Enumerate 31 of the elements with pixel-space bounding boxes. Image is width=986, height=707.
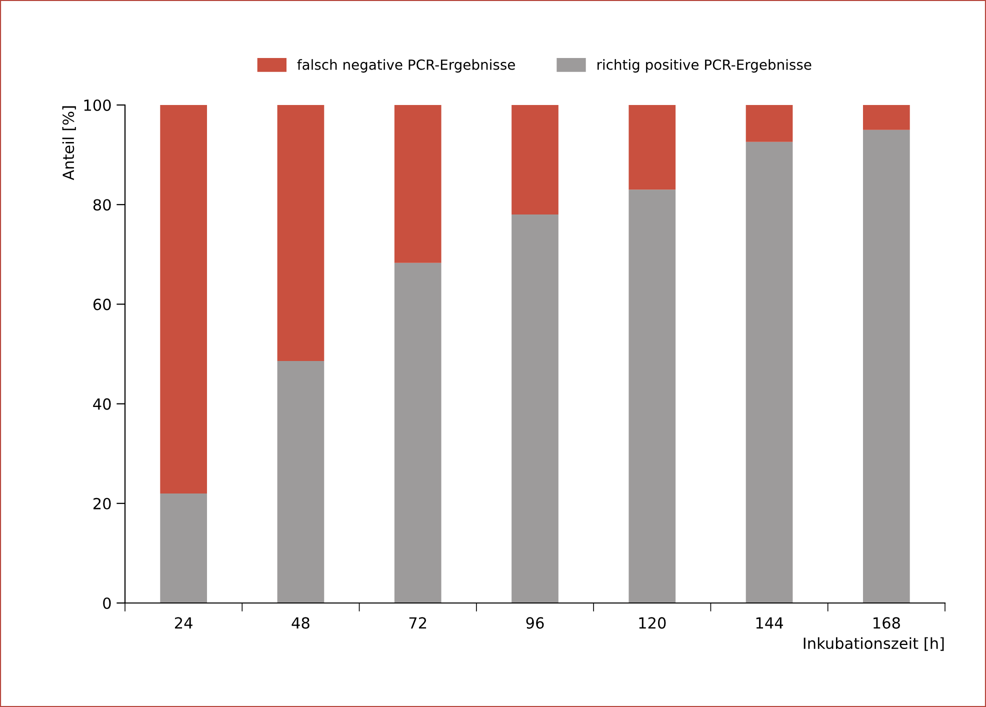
bar <box>277 360 324 603</box>
bar <box>863 130 910 603</box>
bar <box>746 142 793 603</box>
y-tick-label: 40 <box>93 398 111 410</box>
bar <box>512 105 558 215</box>
bar <box>394 105 442 263</box>
x-tick-label: 48 <box>292 617 310 629</box>
x-tick-label: 144 <box>756 617 784 628</box>
bar <box>863 105 910 130</box>
y-tick-label: 100 <box>84 99 111 112</box>
bar <box>160 105 207 494</box>
y-tick-label: 0 <box>103 597 111 610</box>
x-tick-label: 24 <box>174 617 192 628</box>
x-tick-label: 72 <box>409 617 426 628</box>
x-tick-label: 120 <box>639 617 666 629</box>
x-tick-label: 168 <box>874 617 900 629</box>
bar <box>277 105 324 361</box>
y-axis-title: Anteil [%] <box>62 106 76 180</box>
bar <box>628 190 676 603</box>
y-tick-label: 80 <box>93 199 111 211</box>
x-axis-title: Inkubationszeit [h] <box>804 637 944 651</box>
bar <box>394 262 442 603</box>
bar <box>512 214 558 603</box>
bar <box>160 493 207 603</box>
y-tick-label: 60 <box>93 298 111 310</box>
bar <box>628 105 676 190</box>
y-tick-label: 20 <box>93 498 111 510</box>
bar <box>746 105 793 142</box>
legend-label: falsch negative PCR-Ergebnisse <box>297 59 515 73</box>
x-tick-label: 96 <box>526 617 544 629</box>
legend-label: richtig positive PCR-Ergebnisse <box>598 59 812 73</box>
